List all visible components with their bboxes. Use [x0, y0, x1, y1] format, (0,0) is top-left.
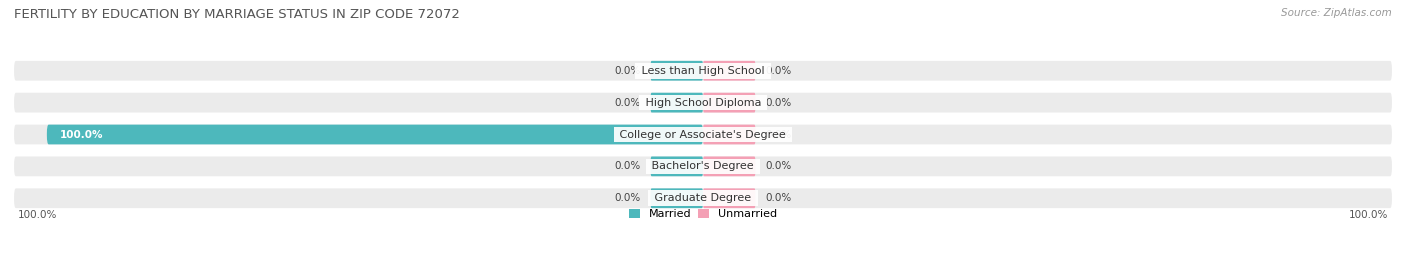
FancyBboxPatch shape	[14, 188, 1392, 208]
Text: 0.0%: 0.0%	[765, 129, 792, 140]
Text: 0.0%: 0.0%	[765, 98, 792, 108]
Text: 100.0%: 100.0%	[60, 129, 104, 140]
FancyBboxPatch shape	[703, 93, 755, 112]
FancyBboxPatch shape	[46, 125, 703, 144]
Text: Source: ZipAtlas.com: Source: ZipAtlas.com	[1281, 8, 1392, 18]
FancyBboxPatch shape	[14, 157, 1392, 176]
Text: 0.0%: 0.0%	[765, 193, 792, 203]
FancyBboxPatch shape	[14, 93, 1392, 112]
FancyBboxPatch shape	[14, 61, 1392, 81]
FancyBboxPatch shape	[703, 61, 755, 81]
Text: High School Diploma: High School Diploma	[641, 98, 765, 108]
Legend: Married, Unmarried: Married, Unmarried	[624, 204, 782, 224]
FancyBboxPatch shape	[14, 125, 1392, 144]
Text: 0.0%: 0.0%	[614, 66, 641, 76]
Text: 0.0%: 0.0%	[614, 98, 641, 108]
FancyBboxPatch shape	[703, 125, 755, 144]
Text: FERTILITY BY EDUCATION BY MARRIAGE STATUS IN ZIP CODE 72072: FERTILITY BY EDUCATION BY MARRIAGE STATU…	[14, 8, 460, 21]
Text: Less than High School: Less than High School	[638, 66, 768, 76]
Text: 100.0%: 100.0%	[1350, 210, 1389, 220]
Text: 0.0%: 0.0%	[614, 161, 641, 171]
FancyBboxPatch shape	[651, 188, 703, 208]
Text: Bachelor's Degree: Bachelor's Degree	[648, 161, 758, 171]
Text: College or Associate's Degree: College or Associate's Degree	[616, 129, 790, 140]
Text: 100.0%: 100.0%	[17, 210, 56, 220]
Text: Graduate Degree: Graduate Degree	[651, 193, 755, 203]
Text: 0.0%: 0.0%	[765, 66, 792, 76]
FancyBboxPatch shape	[651, 93, 703, 112]
FancyBboxPatch shape	[703, 188, 755, 208]
FancyBboxPatch shape	[651, 61, 703, 81]
Text: 0.0%: 0.0%	[765, 161, 792, 171]
Text: 0.0%: 0.0%	[614, 193, 641, 203]
FancyBboxPatch shape	[651, 157, 703, 176]
FancyBboxPatch shape	[703, 157, 755, 176]
